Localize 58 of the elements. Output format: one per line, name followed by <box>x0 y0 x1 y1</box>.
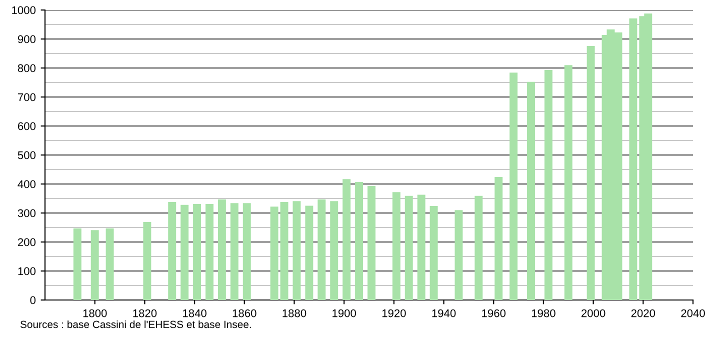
bar <box>206 204 214 300</box>
bar <box>392 192 400 300</box>
bar <box>168 202 176 300</box>
x-tick-label: 1920 <box>382 309 406 318</box>
x-tick-label: 1940 <box>432 309 456 318</box>
y-tick-label: 800 <box>18 64 36 72</box>
x-tick-label: 2040 <box>681 309 705 318</box>
bar <box>230 203 238 300</box>
bar <box>355 182 364 300</box>
x-tick-label: 1960 <box>482 309 506 318</box>
y-tick-label: 1000 <box>12 6 36 14</box>
bar <box>368 186 376 300</box>
x-tick-label: 1800 <box>83 309 107 318</box>
bar <box>242 203 251 300</box>
bar <box>280 202 288 300</box>
bar <box>193 204 202 300</box>
bar <box>404 196 413 300</box>
bar <box>180 204 189 300</box>
y-tick-label: 700 <box>18 93 36 102</box>
bar <box>564 65 572 300</box>
bar <box>292 201 301 300</box>
bar <box>430 206 438 300</box>
bar <box>218 199 226 300</box>
bar <box>454 210 463 300</box>
x-tick-label: 1840 <box>183 309 206 318</box>
bar <box>143 222 152 300</box>
x-tick-label: 1900 <box>332 309 356 318</box>
source-note: Sources : base Cassini de l'EHESS et base Insee. <box>20 320 251 328</box>
x-tick-label: 1880 <box>282 309 306 318</box>
y-tick-label: 0 <box>30 296 36 304</box>
y-tick-label: 600 <box>18 122 36 130</box>
bar <box>305 206 314 300</box>
x-tick-label: 1980 <box>532 309 556 318</box>
y-tick-label: 400 <box>18 180 36 188</box>
y-tick-label: 100 <box>18 267 36 276</box>
x-tick-label: 2020 <box>631 309 656 318</box>
bar <box>527 82 535 300</box>
x-tick-label: 2000 <box>582 309 606 318</box>
bar <box>544 70 552 300</box>
bar <box>510 72 518 300</box>
bar <box>586 46 595 300</box>
y-tick-label: 200 <box>18 238 36 246</box>
bar <box>330 201 338 300</box>
x-tick-label: 1860 <box>232 309 256 318</box>
y-tick-label: 300 <box>18 209 36 218</box>
bar <box>270 206 278 300</box>
bar <box>73 228 82 300</box>
y-tick-label: 900 <box>18 35 36 44</box>
bar <box>629 18 638 300</box>
bar <box>106 228 114 300</box>
bar <box>417 194 426 300</box>
y-tick-label: 500 <box>18 151 36 160</box>
x-tick-label: 1820 <box>133 309 157 318</box>
bar <box>494 177 503 300</box>
bar <box>342 179 351 300</box>
bar <box>474 196 483 300</box>
bar <box>90 230 99 300</box>
bar <box>318 199 326 300</box>
